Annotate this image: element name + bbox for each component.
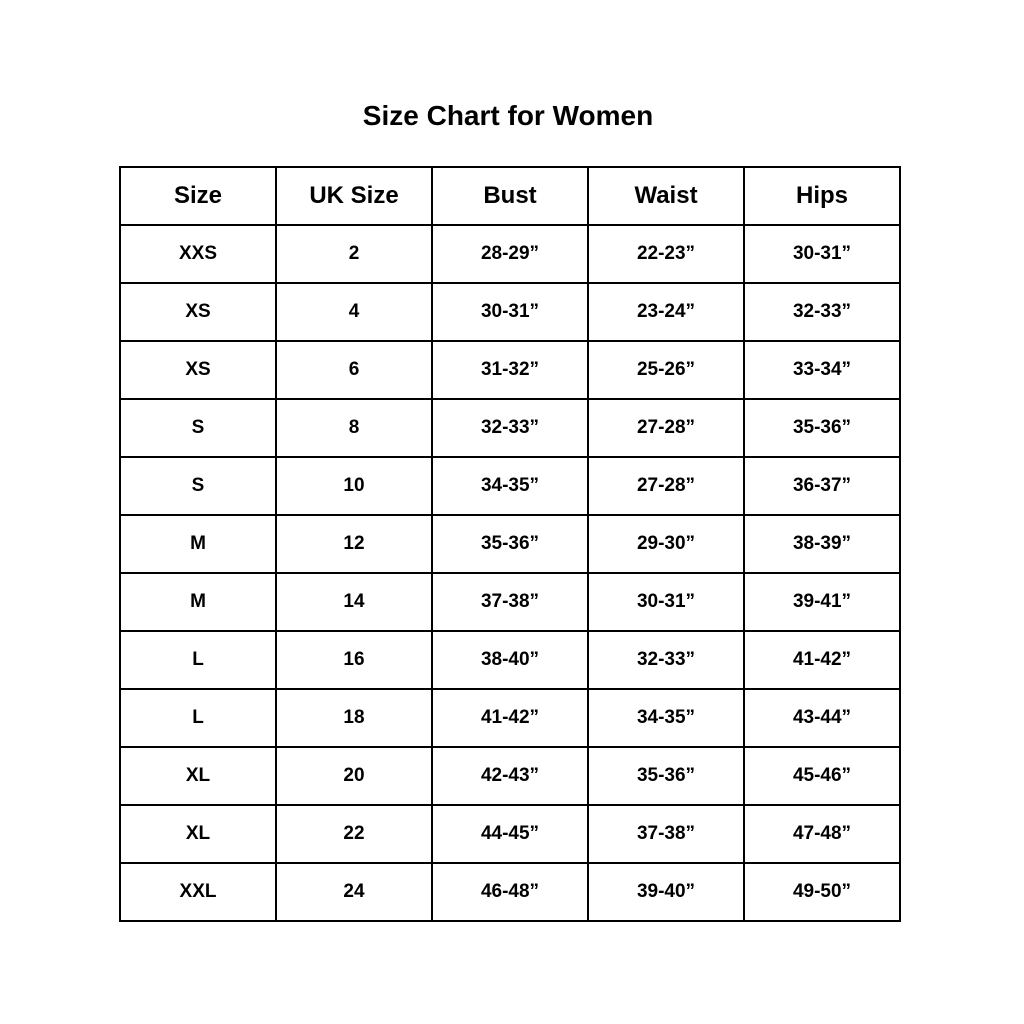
cell-waist: 35-36” (587, 746, 745, 806)
cell-waist: 39-40” (587, 862, 745, 922)
cell-uk-size: 8 (275, 398, 433, 458)
cell-bust: 30-31” (431, 282, 589, 342)
size-chart-table: Size UK Size Bust Waist Hips XXS 2 28-29” 22-23… (119, 166, 901, 922)
cell-size: S (119, 398, 277, 458)
cell-size: XS (119, 340, 277, 400)
cell-uk-size: 16 (275, 630, 433, 690)
cell-size: S (119, 456, 277, 516)
cell-size: L (119, 688, 277, 748)
column-header-waist: Waist (587, 166, 745, 226)
cell-waist: 37-38” (587, 804, 745, 864)
cell-uk-size: 22 (275, 804, 433, 864)
cell-waist: 27-28” (587, 456, 745, 516)
cell-waist: 29-30” (587, 514, 745, 574)
cell-waist: 23-24” (587, 282, 745, 342)
cell-uk-size: 24 (275, 862, 433, 922)
cell-uk-size: 4 (275, 282, 433, 342)
cell-bust: 31-32” (431, 340, 589, 400)
cell-bust: 37-38” (431, 572, 589, 632)
cell-bust: 41-42” (431, 688, 589, 748)
cell-bust: 32-33” (431, 398, 589, 458)
cell-waist: 30-31” (587, 572, 745, 632)
cell-waist: 34-35” (587, 688, 745, 748)
cell-size: XXS (119, 224, 277, 284)
table-row: XS 6 31-32” 25-26” 33-34” (119, 340, 901, 400)
cell-bust: 44-45” (431, 804, 589, 864)
cell-hips: 43-44” (743, 688, 901, 748)
cell-bust: 46-48” (431, 862, 589, 922)
cell-hips: 47-48” (743, 804, 901, 864)
cell-hips: 35-36” (743, 398, 901, 458)
cell-hips: 30-31” (743, 224, 901, 284)
cell-hips: 38-39” (743, 514, 901, 574)
cell-uk-size: 14 (275, 572, 433, 632)
cell-size: L (119, 630, 277, 690)
cell-uk-size: 2 (275, 224, 433, 284)
cell-hips: 41-42” (743, 630, 901, 690)
cell-hips: 49-50” (743, 862, 901, 922)
table-row: M 14 37-38” 30-31” 39-41” (119, 572, 901, 632)
cell-hips: 45-46” (743, 746, 901, 806)
table-row: L 16 38-40” 32-33” 41-42” (119, 630, 901, 690)
cell-size: XXL (119, 862, 277, 922)
cell-size: XL (119, 804, 277, 864)
column-header-size: Size (119, 166, 277, 226)
cell-bust: 42-43” (431, 746, 589, 806)
table-body: XXS 2 28-29” 22-23” 30-31” XS 4 30-31” 23-24” 32-… (119, 224, 901, 922)
cell-hips: 36-37” (743, 456, 901, 516)
cell-uk-size: 10 (275, 456, 433, 516)
table-row: M 12 35-36” 29-30” 38-39” (119, 514, 901, 574)
table-row: XL 22 44-45” 37-38” 47-48” (119, 804, 901, 864)
cell-waist: 27-28” (587, 398, 745, 458)
page-title: Size Chart for Women (362, 100, 654, 131)
column-header-bust: Bust (431, 166, 589, 226)
cell-uk-size: 18 (275, 688, 433, 748)
cell-bust: 34-35” (431, 456, 589, 516)
cell-size: XS (119, 282, 277, 342)
cell-waist: 32-33” (587, 630, 745, 690)
column-header-uk-size: UK Size (275, 166, 433, 226)
cell-hips: 32-33” (743, 282, 901, 342)
cell-waist: 22-23” (587, 224, 745, 284)
table-row: S 8 32-33” 27-28” 35-36” (119, 398, 901, 458)
cell-uk-size: 12 (275, 514, 433, 574)
table-header-row: Size UK Size Bust Waist Hips (119, 166, 901, 226)
cell-waist: 25-26” (587, 340, 745, 400)
cell-uk-size: 20 (275, 746, 433, 806)
cell-size: M (119, 572, 277, 632)
cell-hips: 33-34” (743, 340, 901, 400)
table-row: L 18 41-42” 34-35” 43-44” (119, 688, 901, 748)
cell-bust: 28-29” (431, 224, 589, 284)
table-row: S 10 34-35” 27-28” 36-37” (119, 456, 901, 516)
cell-size: XL (119, 746, 277, 806)
cell-hips: 39-41” (743, 572, 901, 632)
table-row: XL 20 42-43” 35-36” 45-46” (119, 746, 901, 806)
cell-size: M (119, 514, 277, 574)
cell-bust: 35-36” (431, 514, 589, 574)
table-row: XS 4 30-31” 23-24” 32-33” (119, 282, 901, 342)
column-header-hips: Hips (743, 166, 901, 226)
cell-bust: 38-40” (431, 630, 589, 690)
cell-uk-size: 6 (275, 340, 433, 400)
table-row: XXL 24 46-48” 39-40” 49-50” (119, 862, 901, 922)
table-row: XXS 2 28-29” 22-23” 30-31” (119, 224, 901, 284)
